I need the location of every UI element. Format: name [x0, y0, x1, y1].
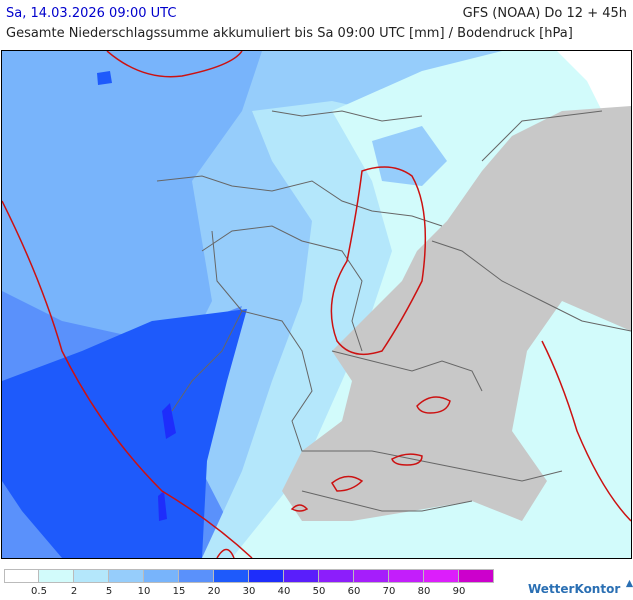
precipitation-map[interactable]: [1, 50, 632, 559]
precip-region-none: [557, 51, 631, 111]
legend-swatch: [354, 569, 389, 583]
date-label: Sa, 14.03.2026 09:00 UTC: [6, 6, 177, 21]
brand-logo: WetterKontor: [528, 579, 633, 596]
isobar-line: [216, 548, 235, 558]
legend-swatch: [144, 569, 179, 583]
legend-label: 40: [277, 586, 291, 597]
legend-label: 20: [207, 586, 221, 597]
precip-blob-30: [97, 71, 112, 85]
precip-blob-40: [162, 403, 176, 439]
legend-label: 30: [242, 586, 256, 597]
isobar-line: [331, 475, 364, 492]
legend-label: 10: [137, 586, 151, 597]
legend-swatch: [179, 569, 214, 583]
isobar-line: [2, 200, 253, 558]
legend-swatch: [319, 569, 354, 583]
isobar-line: [416, 396, 451, 414]
isobars: [2, 51, 631, 558]
isobar-line: [330, 166, 427, 356]
border-line: [241, 310, 332, 452]
precip-region-30: [2, 309, 247, 558]
legend-swatch: [109, 569, 144, 583]
map-subtitle: Gesamte Niederschlagssumme akkumuliert b…: [6, 26, 573, 41]
border-line: [271, 110, 423, 122]
precip-blob-10: [372, 126, 447, 186]
legend-label: 2: [70, 586, 78, 597]
legend-label: 60: [347, 586, 361, 597]
border-line: [481, 110, 603, 162]
model-label: GFS (NOAA) Do 12 + 45h: [462, 6, 627, 21]
border-line: [171, 230, 243, 412]
legend-swatch: [4, 569, 39, 583]
legend-swatch: [39, 569, 74, 583]
isobar-line: [290, 504, 309, 512]
legend-label: 15: [172, 586, 186, 597]
legend-label: 0.5: [31, 586, 47, 597]
legend-label: 50: [312, 586, 326, 597]
wetterkontor-logo-icon: [625, 579, 633, 588]
legend-label: 80: [417, 586, 431, 597]
isobar-line: [541, 340, 631, 522]
legend-swatch: [424, 569, 459, 583]
country-borders: [156, 110, 631, 512]
no-data-area: [282, 106, 631, 521]
border-line: [301, 490, 473, 512]
border-line: [156, 175, 443, 227]
legend-swatch: [74, 569, 109, 583]
legend-label: 5: [105, 586, 113, 597]
legend-swatch: [459, 569, 494, 583]
map-canvas: [2, 51, 631, 558]
precip-legend: [4, 569, 494, 583]
legend-swatch: [214, 569, 249, 583]
legend-label: 70: [382, 586, 396, 597]
legend-swatch: [389, 569, 424, 583]
border-line: [431, 240, 631, 332]
isobar-line: [391, 453, 423, 466]
brand-name: WetterKontor: [528, 582, 621, 596]
border-line: [201, 225, 363, 352]
precip-blob-40: [158, 491, 167, 521]
legend-swatch: [249, 569, 284, 583]
border-line: [332, 450, 563, 482]
legend-label: 90: [452, 586, 466, 597]
legend-swatch: [284, 569, 319, 583]
border-line: [331, 350, 483, 392]
isobar-line: [106, 51, 243, 78]
